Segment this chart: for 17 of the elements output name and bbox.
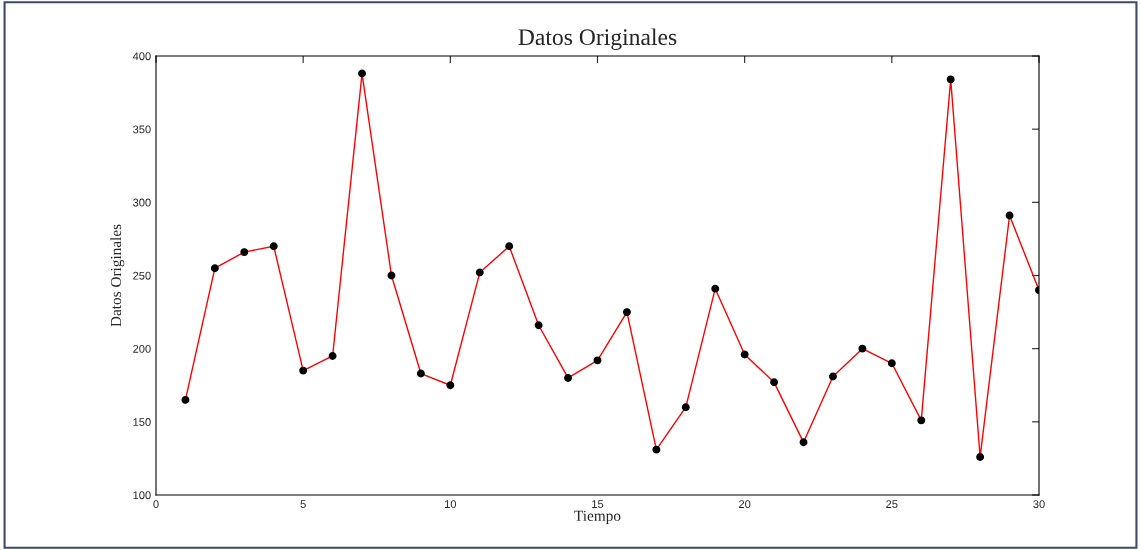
- y-tick-label: 150: [133, 418, 151, 426]
- chart-title: Datos Originales: [518, 28, 677, 50]
- x-tick-label: 5: [300, 500, 306, 509]
- x-tick-label: 30: [1033, 500, 1045, 509]
- y-tick-label: 300: [133, 198, 151, 207]
- x-tick-label: 20: [739, 500, 751, 509]
- x-tick-label: 25: [886, 500, 898, 509]
- y-axis-title: Datos Originales: [110, 224, 125, 327]
- x-tick-label: 0: [153, 500, 159, 509]
- y-tick-label: 100: [133, 491, 151, 500]
- y-tick-label: 400: [132, 52, 151, 61]
- y-tick-label: 350: [133, 125, 151, 134]
- y-tick-label: 200: [133, 344, 151, 353]
- x-tick-label: 15: [592, 500, 604, 509]
- y-tick-label: 250: [133, 271, 151, 280]
- x-tick-label: 10: [445, 500, 457, 509]
- x-axis-title: Tiempo: [574, 510, 621, 525]
